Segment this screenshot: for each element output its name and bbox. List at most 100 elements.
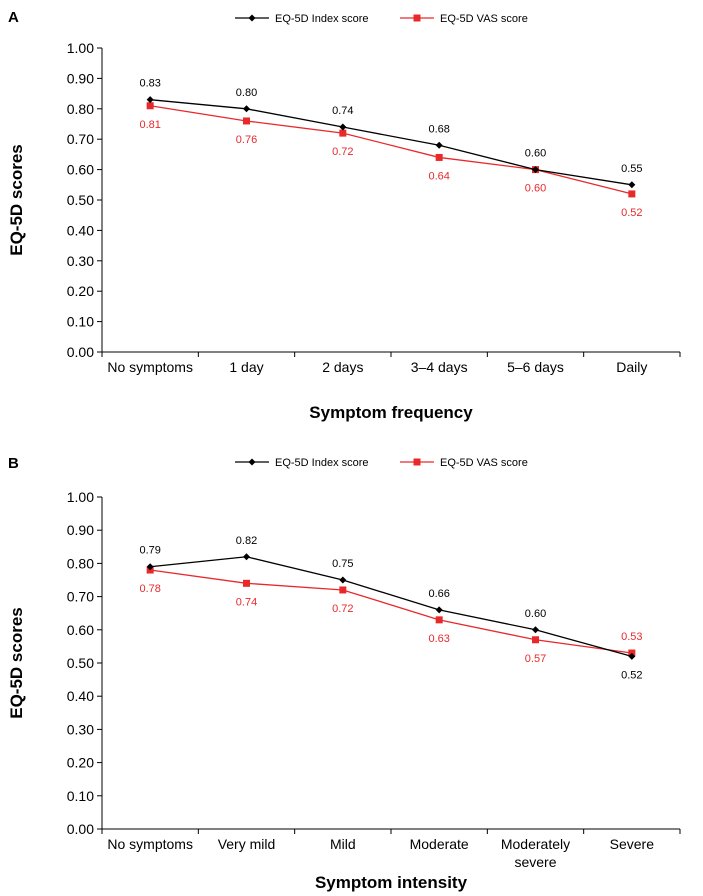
data-label: 0.52 — [621, 669, 642, 681]
series-line — [150, 569, 632, 654]
data-point — [532, 626, 539, 634]
data-point — [243, 579, 250, 587]
data-point — [532, 636, 539, 644]
data-label: 0.74 — [332, 105, 353, 117]
data-label: 0.64 — [428, 170, 449, 182]
data-label: 0.83 — [139, 78, 160, 90]
series-vas: 0.81 0.76 0.72 0.64 0.60 0.52 — [139, 102, 643, 219]
y-tick-label: 0.50 — [67, 192, 94, 208]
data-point — [532, 166, 539, 174]
data-point — [339, 129, 347, 137]
x-tick-label: Moderately — [501, 836, 570, 852]
chart-panel-b: B EQ-5D Index score EQ-5D VAS score 0.00 0.1… — [7, 455, 681, 892]
data-label: 0.66 — [428, 588, 449, 600]
data-point — [339, 123, 347, 131]
data-label: 0.76 — [236, 134, 257, 146]
data-label: 0.82 — [236, 535, 257, 547]
legend-label-index: EQ-5D Index score — [275, 457, 369, 469]
y-tick-label: 0.40 — [67, 222, 94, 238]
data-label: 0.53 — [621, 631, 642, 643]
data-point — [339, 576, 347, 584]
x-tick-label: Daily — [616, 359, 647, 375]
y-tick-label: 0.90 — [67, 70, 94, 86]
legend-marker-index — [248, 14, 256, 22]
y-tick-label: 0.70 — [67, 131, 94, 147]
legend: EQ-5D Index score EQ-5D VAS score — [235, 457, 528, 469]
data-label: 0.55 — [621, 163, 642, 175]
legend-marker-vas — [413, 14, 421, 22]
x-tick-label: No symptoms — [107, 836, 193, 852]
data-point — [243, 105, 250, 113]
y-tick-label: 0.10 — [67, 788, 94, 804]
x-tick-label: No symptoms — [107, 359, 193, 375]
series-line — [150, 556, 633, 657]
data-label: 0.72 — [332, 603, 353, 615]
data-point — [243, 117, 250, 125]
y-tick-label: 0.00 — [67, 821, 94, 837]
data-label: 0.63 — [428, 633, 449, 645]
data-point — [435, 141, 443, 149]
data-label: 0.68 — [428, 123, 449, 135]
y-tick-label: 0.10 — [67, 314, 94, 330]
data-label: 0.57 — [525, 653, 546, 665]
x-tick-label: Severe — [610, 836, 655, 852]
data-label: 0.60 — [525, 608, 546, 620]
data-point — [146, 102, 154, 110]
data-point — [146, 563, 154, 571]
x-tick-label: Mild — [330, 836, 356, 852]
data-point — [146, 96, 154, 104]
legend-marker-vas — [413, 458, 421, 466]
y-axis-title: EQ-5D scores — [7, 607, 26, 719]
y-tick-label: 0.50 — [67, 655, 94, 671]
y-tick-label: 0.20 — [67, 283, 94, 299]
panel-letter: B — [8, 455, 19, 472]
legend-marker-index — [248, 458, 256, 466]
data-point — [435, 616, 443, 624]
x-axis-title: Symptom intensity — [315, 873, 468, 892]
data-label: 0.60 — [525, 148, 546, 160]
data-point — [628, 652, 636, 660]
series-vas: 0.78 0.74 0.72 0.63 0.57 0.53 — [139, 566, 643, 665]
legend-label-vas: EQ-5D VAS score — [440, 457, 528, 469]
x-tick-label: 5–6 days — [507, 359, 564, 375]
data-point — [435, 153, 443, 161]
x-tick-label: severe — [514, 854, 556, 870]
x-tick-label: Very mild — [218, 836, 276, 852]
legend: EQ-5D Index score EQ-5D VAS score — [235, 13, 528, 25]
panel-letter: A — [8, 9, 19, 26]
chart-panel-a: A EQ-5D Index score EQ-5D VAS score 0.00 0.1… — [7, 9, 681, 422]
data-label: 0.75 — [332, 558, 353, 570]
series-index: 0.83 0.80 0.74 0.68 0.60 0.55 — [139, 78, 643, 189]
y-tick-label: 0.40 — [67, 688, 94, 704]
y-tick-label: 0.30 — [67, 721, 94, 737]
data-label: 0.60 — [525, 183, 546, 195]
series-line — [150, 105, 632, 195]
data-label: 0.74 — [236, 596, 257, 608]
data-point — [435, 606, 443, 614]
legend-label-index: EQ-5D Index score — [275, 13, 369, 25]
y-tick-label: 0.30 — [67, 253, 94, 269]
series-index: 0.79 0.82 0.75 0.66 0.60 0.52 — [139, 535, 642, 682]
y-tick-label: 1.00 — [67, 489, 94, 505]
y-tick-label: 0.00 — [67, 344, 94, 360]
y-tick-label: 0.60 — [67, 622, 94, 638]
y-tick-label: 0.90 — [67, 522, 94, 538]
data-point — [243, 553, 250, 561]
data-label: 0.80 — [236, 87, 257, 99]
data-label: 0.79 — [139, 545, 160, 557]
data-point — [628, 190, 636, 198]
y-axis-title: EQ-5D scores — [7, 144, 26, 256]
data-label: 0.78 — [139, 583, 160, 595]
data-point — [628, 181, 636, 189]
data-label: 0.52 — [621, 207, 642, 219]
x-tick-label: Moderate — [410, 836, 469, 852]
y-tick-label: 1.00 — [67, 40, 94, 56]
data-point — [339, 586, 347, 594]
x-tick-label: 1 day — [229, 359, 263, 375]
x-tick-label: 3–4 days — [411, 359, 468, 375]
data-label: 0.72 — [332, 146, 353, 158]
y-tick-label: 0.60 — [67, 162, 94, 178]
x-axis-title: Symptom frequency — [309, 403, 473, 422]
y-tick-label: 0.80 — [67, 101, 94, 117]
